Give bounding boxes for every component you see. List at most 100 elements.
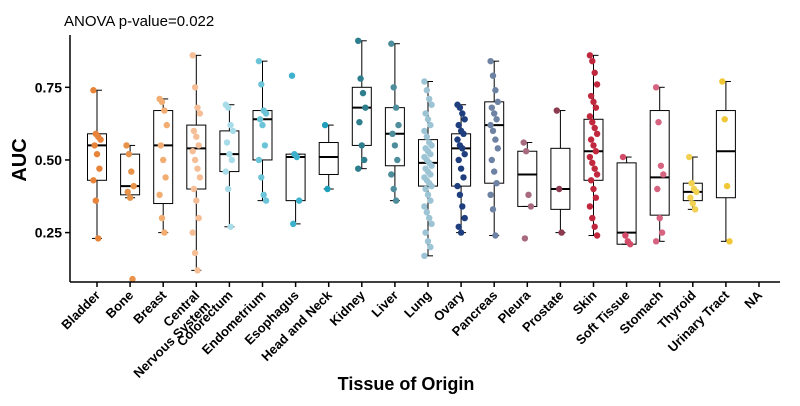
data-point — [589, 214, 596, 222]
data-point — [391, 142, 399, 149]
data-point — [427, 197, 434, 204]
data-point — [553, 107, 560, 114]
anova-annotation: ANOVA p-value=0.022 — [64, 13, 214, 30]
data-point — [454, 182, 461, 190]
data-point — [361, 156, 368, 164]
data-point — [394, 156, 401, 164]
data-point — [262, 110, 270, 117]
data-point — [423, 133, 430, 140]
data-point — [296, 197, 303, 204]
data-point — [262, 197, 270, 204]
data-point — [421, 78, 428, 85]
data-point — [422, 110, 429, 117]
data-point — [422, 229, 429, 236]
data-point — [489, 127, 497, 135]
data-point — [654, 185, 661, 193]
data-point — [356, 118, 363, 126]
data-point — [589, 57, 596, 65]
data-point — [587, 177, 595, 184]
data-point — [388, 40, 395, 47]
data-point — [158, 214, 166, 222]
data-point — [193, 197, 200, 204]
data-point — [660, 171, 667, 178]
data-point — [222, 168, 229, 175]
data-point — [255, 57, 263, 65]
data-point — [587, 92, 595, 100]
data-point — [686, 153, 693, 161]
data-point — [357, 75, 364, 82]
data-point — [688, 180, 695, 187]
data-point — [223, 139, 231, 146]
data-point — [487, 191, 494, 199]
data-point — [422, 185, 429, 193]
data-point — [191, 84, 199, 91]
data-point — [491, 168, 498, 175]
data-point — [123, 142, 130, 149]
data-point — [395, 121, 402, 129]
data-point — [494, 98, 501, 106]
data-point — [190, 127, 198, 135]
data-point — [194, 267, 201, 274]
x-tick-label: Kidney — [327, 287, 369, 329]
data-point — [556, 185, 563, 193]
box-urinary-tract — [715, 80, 736, 242]
data-point — [261, 142, 269, 149]
x-tick-label: Liver — [368, 288, 401, 321]
data-point — [194, 104, 201, 111]
data-point — [492, 232, 499, 239]
data-point — [587, 136, 595, 143]
data-point — [421, 203, 428, 210]
box-head-and-neck — [318, 124, 339, 190]
data-point — [723, 182, 731, 190]
box-prostate — [550, 110, 571, 234]
data-point — [627, 241, 634, 248]
data-point — [125, 150, 133, 158]
data-point — [692, 206, 699, 213]
y-axis: 0.25 0.50 0.75 — [35, 35, 71, 282]
data-point — [288, 72, 296, 79]
data-point — [527, 203, 535, 210]
data-point — [190, 185, 198, 193]
data-point — [421, 252, 428, 260]
data-point — [189, 52, 196, 59]
data-point — [460, 174, 467, 181]
data-point — [455, 121, 462, 129]
data-point — [593, 171, 601, 178]
y-tick-label: 0.25 — [35, 225, 62, 241]
data-point — [488, 156, 495, 164]
data-point — [721, 116, 728, 123]
data-point — [228, 156, 235, 164]
data-point — [93, 150, 101, 158]
data-point — [656, 214, 663, 222]
data-point — [225, 185, 232, 193]
data-point — [459, 145, 466, 152]
data-point — [390, 84, 397, 91]
data-point — [522, 148, 530, 155]
data-point — [126, 194, 134, 201]
data-point — [489, 206, 497, 213]
data-point — [259, 121, 266, 129]
data-point — [191, 249, 199, 257]
data-point — [689, 200, 696, 207]
data-point — [392, 104, 400, 111]
data-point — [589, 159, 596, 167]
data-point — [726, 238, 733, 245]
data-point — [358, 142, 365, 149]
data-point — [193, 133, 200, 140]
data-point — [719, 78, 726, 85]
data-point — [461, 214, 468, 222]
data-point — [424, 238, 432, 245]
data-point — [426, 95, 433, 103]
data-point — [492, 87, 499, 94]
data-point — [622, 232, 629, 239]
data-point — [493, 180, 500, 187]
data-point — [658, 229, 666, 236]
data-point — [91, 142, 98, 149]
data-point — [260, 191, 267, 199]
data-point — [586, 203, 594, 210]
data-point — [195, 214, 202, 222]
data-point — [293, 153, 300, 161]
data-point — [592, 194, 600, 201]
data-point — [227, 121, 234, 129]
data-point — [591, 223, 598, 230]
